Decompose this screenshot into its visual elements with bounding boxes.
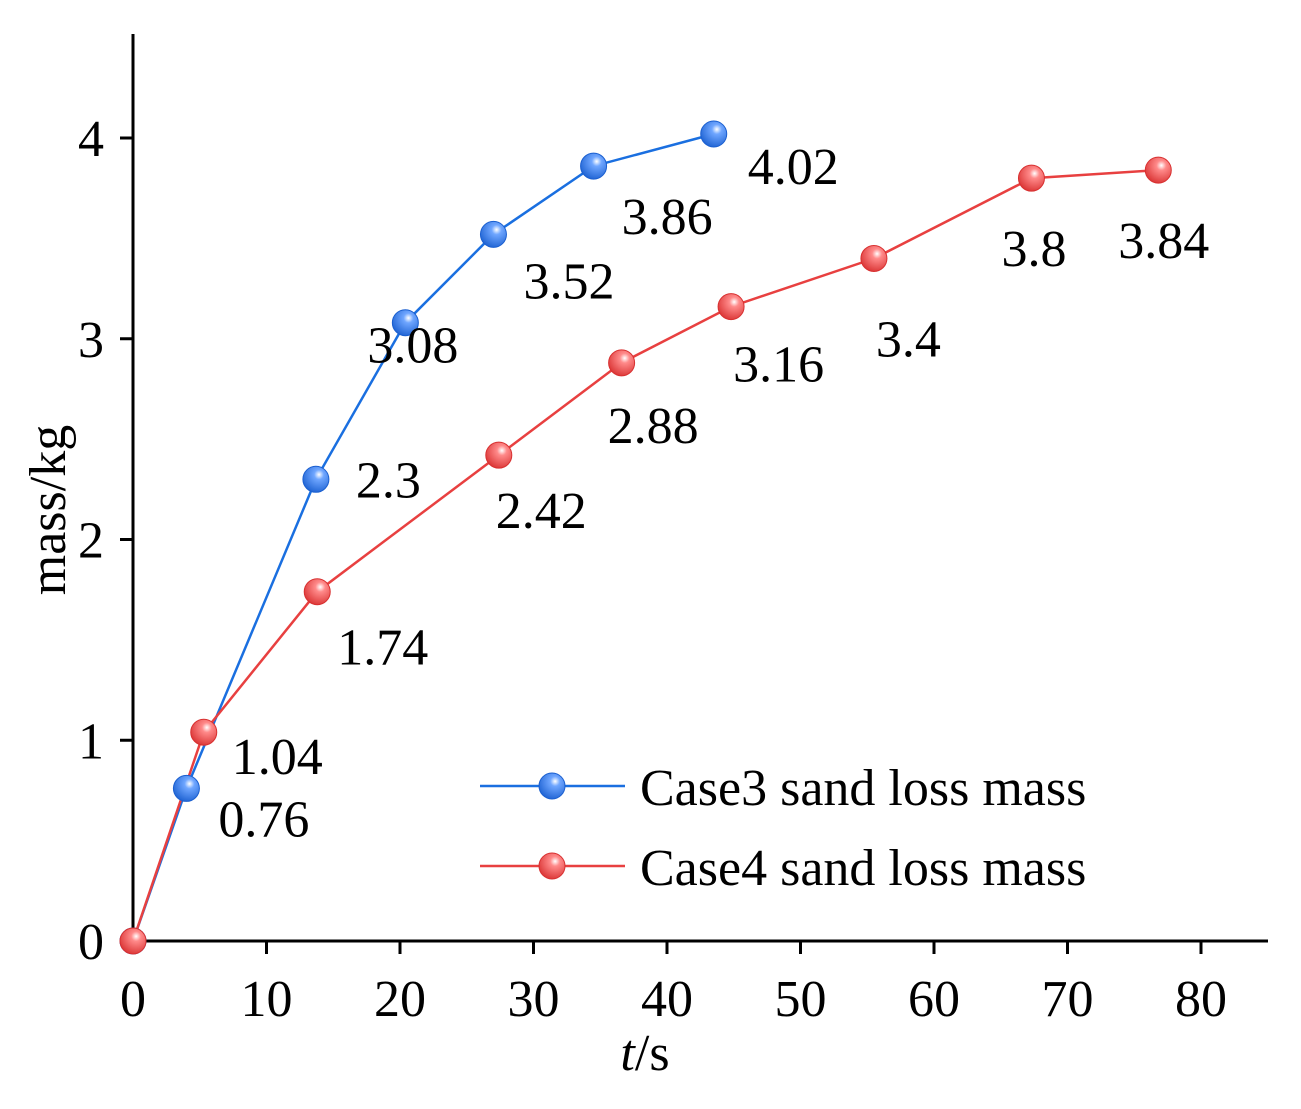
- data-point-case3: [172, 774, 200, 802]
- data-label-case4: 1.04: [232, 729, 323, 786]
- data-label-case4: 1.74: [337, 620, 428, 677]
- x-tick-label: 80: [1175, 971, 1227, 1028]
- data-label-case4: 3.84: [1118, 213, 1209, 270]
- x-axis-unit: s: [649, 1025, 669, 1082]
- y-axis-label: mass/kg: [20, 425, 77, 595]
- series-markers: [119, 120, 1172, 955]
- data-label-case3: 4.02: [748, 139, 839, 196]
- x-axis-variable: t: [620, 1025, 636, 1082]
- x-tick-label: 40: [641, 971, 693, 1028]
- x-tick-label: 10: [241, 971, 293, 1028]
- x-tick-label: 20: [374, 971, 426, 1028]
- x-axis-label: t/s: [620, 1025, 669, 1082]
- data-point-case4: [1144, 156, 1172, 184]
- y-tick-label: 4: [78, 111, 104, 168]
- data-label-case3: 0.76: [218, 791, 309, 848]
- data-point-case3: [302, 465, 330, 493]
- x-ticks: 0 10 20 30 40 50 60 70 80: [120, 941, 1227, 1028]
- x-tick-label: 50: [775, 971, 827, 1028]
- legend-label-case4: Case4 sand loss mass: [640, 840, 1086, 897]
- data-label-case4: 2.42: [496, 483, 587, 540]
- data-point-case3: [391, 309, 419, 337]
- data-point-case3: [479, 220, 507, 248]
- data-point-case4: [860, 244, 888, 272]
- data-point-case4: [485, 441, 513, 469]
- x-tick-label: 30: [508, 971, 560, 1028]
- data-point-case4: [1017, 164, 1045, 192]
- data-point-case4: [717, 293, 745, 321]
- data-point-case4: [190, 718, 218, 746]
- data-label-case3: 3.52: [523, 253, 614, 310]
- data-label-case4: 2.88: [608, 398, 699, 455]
- data-point-case4: [119, 927, 147, 955]
- axes: [131, 34, 1268, 943]
- data-label-case4: 3.16: [733, 337, 824, 394]
- data-point-case3: [580, 152, 608, 180]
- data-labels: 0.76 2.3 3.08 3.523.86 4.02 1.041.74 2.42 2.88 3…: [218, 139, 1209, 848]
- legend: Case3 sand loss mass Case4 sand loss mas…: [480, 760, 1086, 897]
- y-tick-label: 0: [78, 914, 104, 971]
- y-tick-label: 1: [78, 713, 104, 770]
- data-point-case4: [303, 578, 331, 606]
- data-label-case3: 3.08: [367, 318, 458, 375]
- data-point-case4: [608, 349, 636, 377]
- y-tick-label: 3: [78, 312, 104, 369]
- data-label-case4: 3.8: [1001, 221, 1066, 278]
- x-tick-label: 60: [908, 971, 960, 1028]
- x-axis-separator: /: [635, 1025, 650, 1082]
- x-tick-label: 70: [1042, 971, 1094, 1028]
- y-ticks: 0 1 2 3 4: [78, 111, 133, 971]
- y-tick-label: 2: [78, 513, 104, 570]
- legend-marker-case3: [538, 772, 566, 800]
- data-label-case3: 2.3: [356, 452, 421, 509]
- legend-marker-case4: [538, 852, 566, 880]
- data-label-case4: 3.4: [876, 311, 941, 368]
- x-tick-label: 0: [120, 971, 146, 1028]
- data-label-case3: 3.86: [622, 189, 713, 246]
- data-point-case3: [700, 120, 728, 148]
- legend-label-case3: Case3 sand loss mass: [640, 760, 1086, 817]
